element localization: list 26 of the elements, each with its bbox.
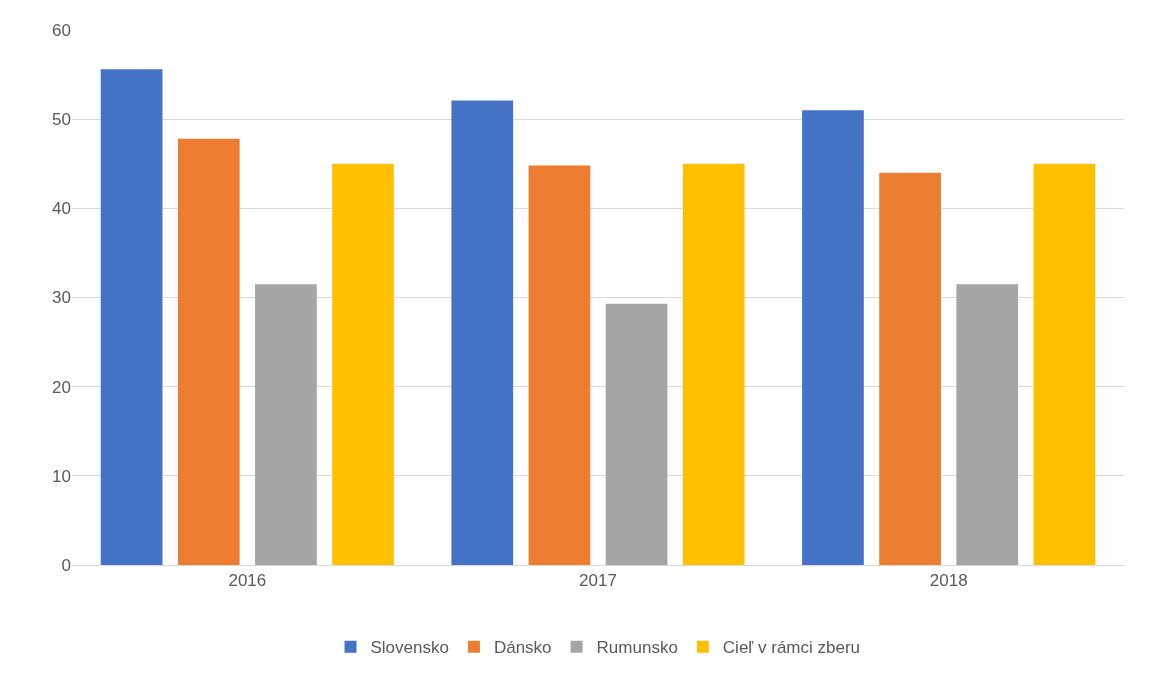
bar xyxy=(956,284,1019,565)
bar xyxy=(528,165,591,565)
y-tick-label: 60 xyxy=(52,20,71,40)
bar xyxy=(451,100,514,565)
x-tick-label: 2018 xyxy=(929,571,968,591)
bar xyxy=(682,163,745,565)
bar xyxy=(255,284,317,565)
legend-label: Rumunsko xyxy=(596,638,678,658)
bar xyxy=(177,138,240,565)
x-tick-label: 2017 xyxy=(579,571,617,591)
bar xyxy=(605,303,668,565)
bar xyxy=(332,163,394,565)
bar xyxy=(802,110,864,565)
x-tick-label: 2016 xyxy=(228,571,267,591)
legend-label: Cieľ v rámci zberu xyxy=(722,638,861,658)
bar xyxy=(100,69,163,565)
bar xyxy=(1033,163,1096,565)
y-tick-label: 10 xyxy=(52,466,71,486)
legend-label: Dánsko xyxy=(493,638,552,658)
y-tick-label: 20 xyxy=(52,377,71,397)
y-tick-label: 30 xyxy=(52,288,71,308)
legend-label: Slovensko xyxy=(370,638,449,658)
y-tick-label: 0 xyxy=(61,555,71,575)
bar xyxy=(879,172,941,565)
y-tick-label: 40 xyxy=(52,199,71,219)
y-tick-label: 50 xyxy=(52,110,71,130)
